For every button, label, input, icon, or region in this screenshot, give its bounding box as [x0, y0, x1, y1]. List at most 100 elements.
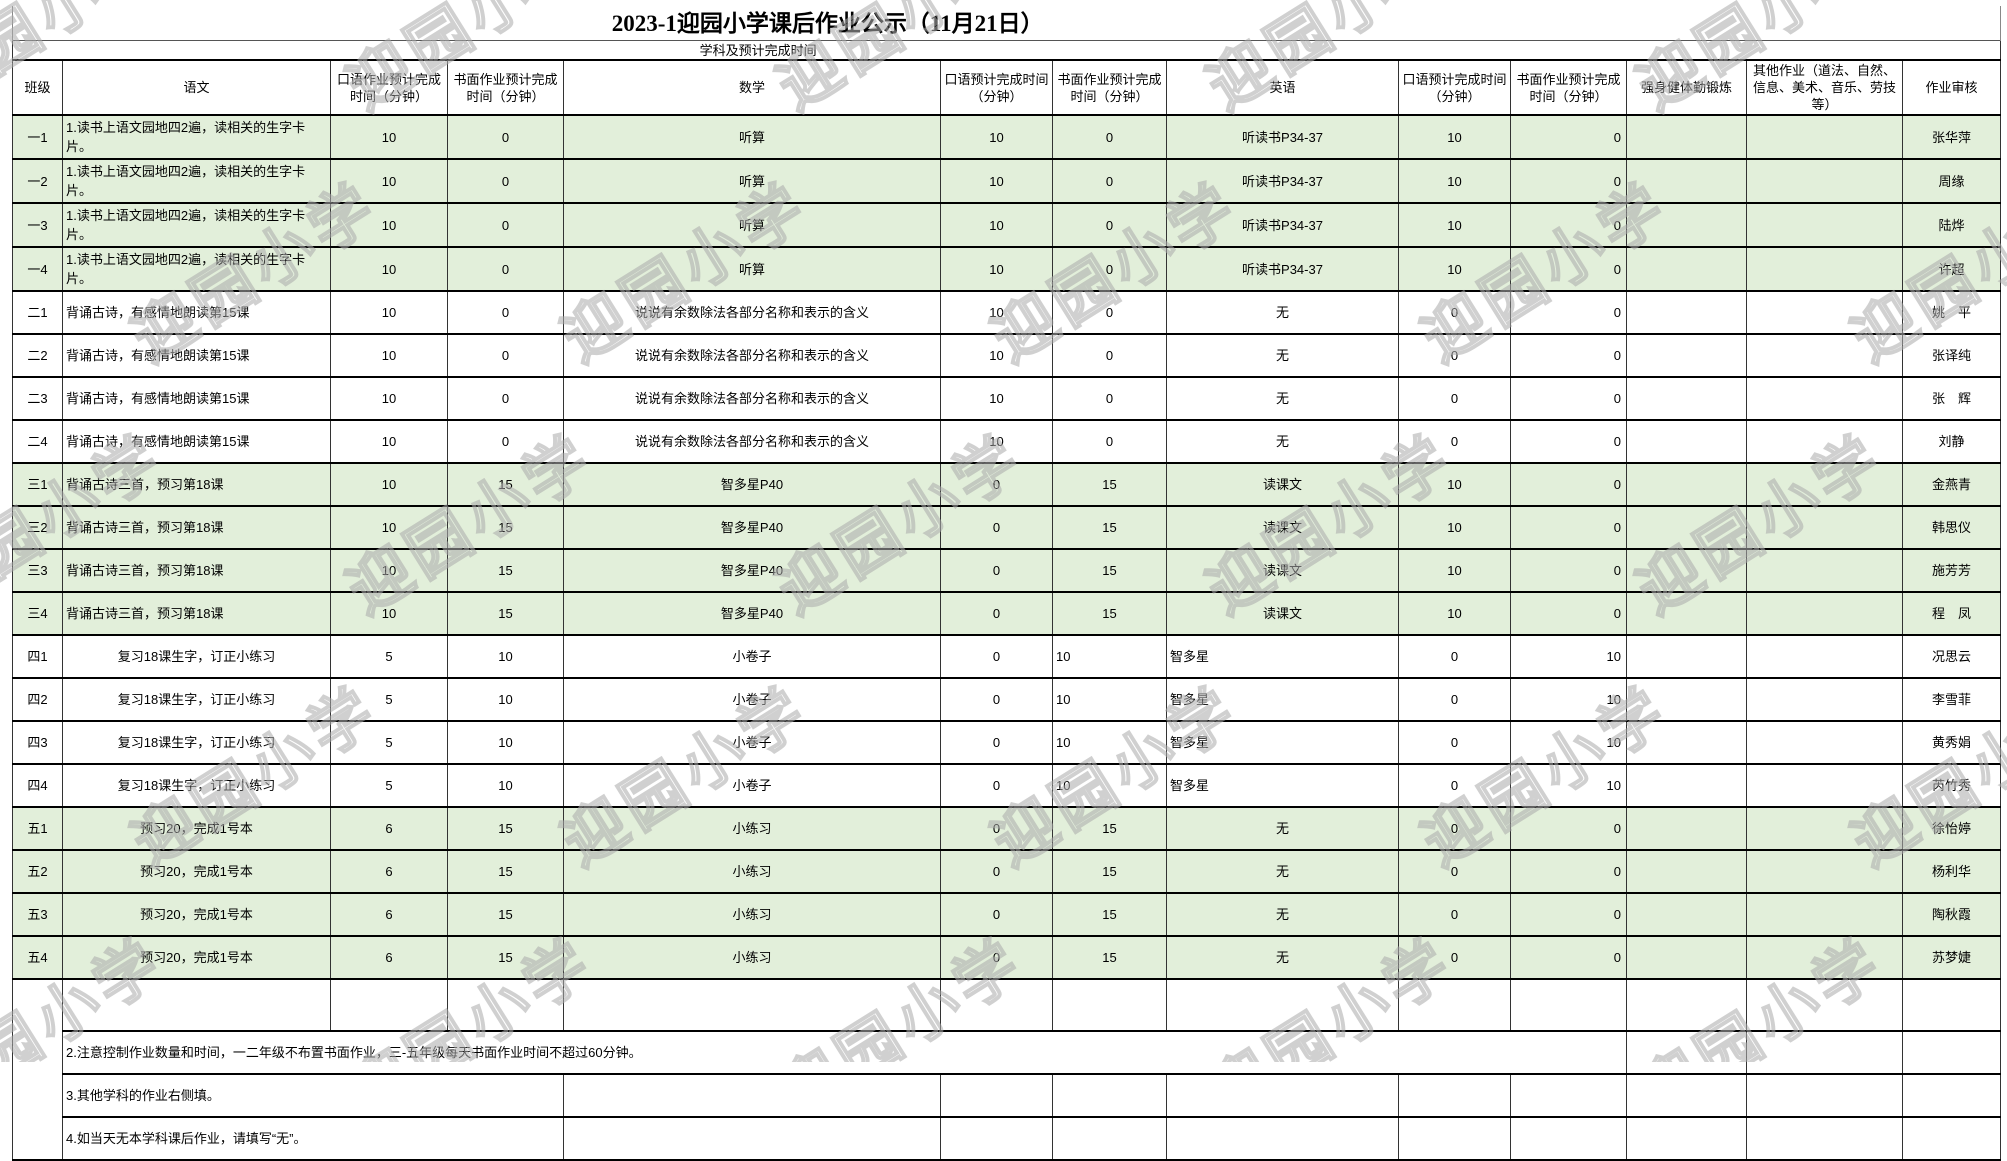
cell-class: 五2	[12, 849, 63, 894]
cell-en-oral: 10	[1398, 114, 1511, 160]
cell-reviewer: 张译纯	[1901, 333, 2002, 378]
cell-chinese: 复习18课生字，订正小练习	[62, 677, 331, 722]
cell-en-oral: 10	[1398, 462, 1511, 507]
cell-cn-oral: 10	[330, 548, 448, 593]
cell-exercise	[1626, 376, 1747, 421]
title-cell: 2023-1迎园小学课后作业公示（11月21日）	[11, 6, 2002, 41]
cell-cn-oral: 10	[330, 114, 448, 160]
cell-class: 二1	[12, 290, 63, 335]
column-header-english: 英语	[1166, 59, 1399, 116]
cell-math-written: 0	[1052, 202, 1167, 248]
cell-en-oral: 0	[1398, 419, 1511, 464]
cell-math: 小卷子	[563, 763, 941, 808]
cell-empty	[1901, 978, 2002, 1032]
cell-cn-oral: 6	[330, 849, 448, 894]
cell-reviewer: 苏梦婕	[1901, 935, 2002, 980]
table-row-四2: 四2 复习18课生字，订正小练习 5 10 小卷子 0 10 智多星 0 10 李雪菲	[12, 677, 2002, 722]
cell-other	[1746, 333, 1903, 378]
cell-class: 四3	[12, 720, 63, 765]
note-text: 4.如当天无本学科课后作业，请填写“无”。	[62, 1116, 564, 1161]
cell-empty	[1626, 1030, 1747, 1075]
cell-chinese: 1.读书上语文园地四2遍，读相关的生字卡片。	[62, 114, 331, 160]
cell-en-written: 0	[1510, 591, 1627, 636]
cell-cn-oral: 10	[330, 419, 448, 464]
cell-en-written: 10	[1510, 677, 1627, 722]
cell-chinese: 1.读书上语文园地四2遍，读相关的生字卡片。	[62, 202, 331, 248]
cell-exercise	[1626, 246, 1747, 292]
subheader-label: 学科及预计完成时间	[699, 42, 817, 58]
cell-math: 智多星P40	[563, 462, 941, 507]
cell-class: 二3	[12, 376, 63, 421]
cell-reviewer: 韩思仪	[1901, 505, 2002, 550]
cell-chinese: 背诵古诗，有感情地朗读第15课	[62, 290, 331, 335]
cell-cn-oral: 10	[330, 158, 448, 204]
table-row-二1: 二1 背诵古诗，有感情地朗读第15课 10 0 说说有余数除法各部分名称和表示的含义 10…	[12, 290, 2002, 335]
table-row-二4: 二4 背诵古诗，有感情地朗读第15课 10 0 说说有余数除法各部分名称和表示的含义 10…	[12, 419, 2002, 464]
cell-math-oral: 0	[940, 548, 1053, 593]
cell-chinese: 背诵古诗三首，预习第18课	[62, 462, 331, 507]
cell-math-oral: 0	[940, 462, 1053, 507]
cell-en-written: 0	[1510, 935, 1627, 980]
cell-math-oral: 10	[940, 419, 1053, 464]
cell-exercise	[1626, 462, 1747, 507]
table-row-四1: 四1 复习18课生字，订正小练习 5 10 小卷子 0 10 智多星 0 10 况思云	[12, 634, 2002, 679]
cell-class: 二4	[12, 419, 63, 464]
cell-en-oral: 0	[1398, 849, 1511, 894]
cell-other	[1746, 202, 1903, 248]
cell-other	[1746, 290, 1903, 335]
cell-cn-written: 0	[447, 419, 564, 464]
table-row-五2: 五2 预习20，完成1号本 6 15 小练习 0 15 无 0 0 杨利华	[12, 849, 2002, 894]
cell-cn-oral: 10	[330, 246, 448, 292]
cell-exercise	[1626, 591, 1747, 636]
cell-en-oral: 0	[1398, 376, 1511, 421]
cell-class: 三3	[12, 548, 63, 593]
cell-english: 读课文	[1166, 591, 1399, 636]
cell-cn-oral: 10	[330, 376, 448, 421]
cell-class: 一1	[12, 114, 63, 160]
column-header-cn-written: 书面作业预计完成时间（分钟）	[447, 59, 564, 116]
column-header-math-written: 书面作业预计完成时间（分钟）	[1052, 59, 1167, 116]
cell-math-oral: 0	[940, 634, 1053, 679]
column-header-en-oral: 口语预计完成时间（分钟）	[1398, 59, 1511, 116]
cell-empty	[1052, 1073, 1167, 1118]
cell-math: 说说有余数除法各部分名称和表示的含义	[563, 376, 941, 421]
cell-math: 听算	[563, 158, 941, 204]
cell-chinese: 1.读书上语文园地四2遍，读相关的生字卡片。	[62, 158, 331, 204]
cell-math-written: 0	[1052, 333, 1167, 378]
cell-empty	[1166, 1073, 1399, 1118]
cell-empty	[1626, 1116, 1747, 1161]
cell-en-oral: 0	[1398, 763, 1511, 808]
cell-exercise	[1626, 202, 1747, 248]
cell-en-written: 10	[1510, 634, 1627, 679]
cell-class: 一4	[12, 246, 63, 292]
cell-en-written: 0	[1510, 246, 1627, 292]
cell-english: 智多星	[1166, 720, 1399, 765]
cell-english: 无	[1166, 849, 1399, 894]
cell-class: 四4	[12, 763, 63, 808]
cell-math-oral: 0	[940, 892, 1053, 937]
cell-en-written: 0	[1510, 892, 1627, 937]
cell-cn-oral: 10	[330, 505, 448, 550]
cell-cn-written: 15	[447, 505, 564, 550]
cell-empty	[1626, 978, 1747, 1032]
cell-cn-oral: 5	[330, 720, 448, 765]
cell-cn-oral: 5	[330, 763, 448, 808]
cell-math-oral: 10	[940, 246, 1053, 292]
cell-reviewer: 李雪菲	[1901, 677, 2002, 722]
cell-cn-written: 0	[447, 246, 564, 292]
cell-exercise	[1626, 677, 1747, 722]
cell-class: 一3	[12, 202, 63, 248]
cell-en-oral: 0	[1398, 290, 1511, 335]
cell-cn-oral: 10	[330, 290, 448, 335]
cell-exercise	[1626, 849, 1747, 894]
cell-empty	[1052, 978, 1167, 1032]
table-row-二2: 二2 背诵古诗，有感情地朗读第15课 10 0 说说有余数除法各部分名称和表示的含义 10…	[12, 333, 2002, 378]
cell-math: 说说有余数除法各部分名称和表示的含义	[563, 333, 941, 378]
cell-english: 无	[1166, 333, 1399, 378]
cell-chinese: 预习20，完成1号本	[62, 892, 331, 937]
cell-cn-written: 0	[447, 202, 564, 248]
table-row-三2: 三2 背诵古诗三首，预习第18课 10 15 智多星P40 0 15 读课文 10 0 韩思仪	[12, 505, 2002, 550]
cell-english: 听读书P34-37	[1166, 202, 1399, 248]
cell-math-oral: 0	[940, 806, 1053, 851]
column-header-cn-oral: 口语作业预计完成时间（分钟）	[330, 59, 448, 116]
